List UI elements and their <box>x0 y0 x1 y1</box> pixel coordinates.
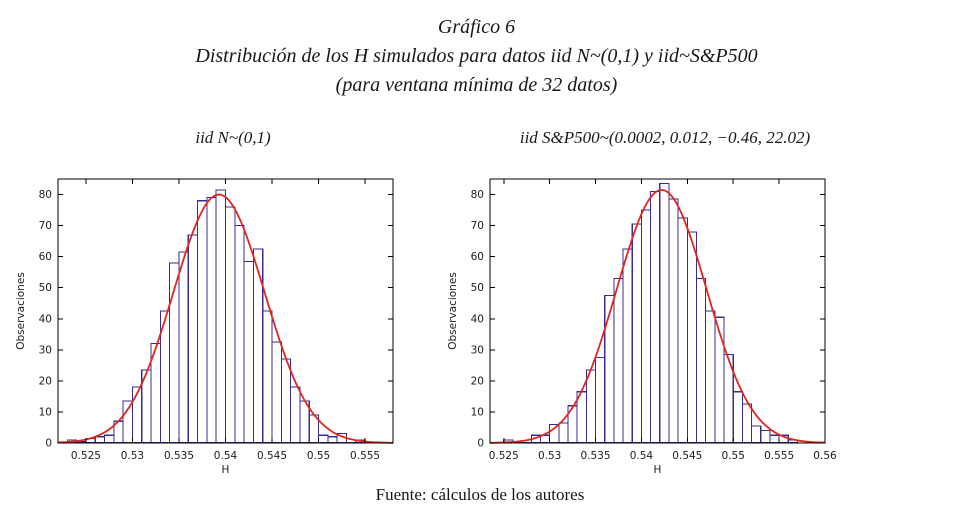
figure-number: Gráfico 6 <box>437 16 516 38</box>
histogram-bar <box>732 391 743 444</box>
x-tick-label: 0.53 <box>121 450 144 462</box>
histogram-plot-right: 0.525 0.53 0.535 0.54 0.545 0.55 0.555 0.56 0 10 2… <box>471 178 837 462</box>
histogram-bar <box>549 423 560 444</box>
x-tick-label: 0.535 <box>581 450 611 462</box>
x-tick-label: 0.525 <box>489 450 519 462</box>
histogram-bar <box>252 248 264 444</box>
y-tick-label: 10 <box>471 406 484 418</box>
histogram-bar <box>224 206 236 444</box>
histogram-bar <box>187 234 199 444</box>
y-axis-label-left: Observaciones <box>15 272 27 350</box>
x-tick-label: 0.555 <box>350 450 380 462</box>
histogram-bar <box>769 434 780 444</box>
figure-title-block: Gráfico 6 Distribución de los H simulado… <box>0 13 953 100</box>
y-tick-label: 0 <box>477 438 484 450</box>
y-tick-label: 10 <box>39 406 52 418</box>
fit-curve <box>57 193 394 444</box>
x-axis-label-left: H <box>221 464 230 476</box>
chart-left-title: iid N~(0,1) <box>195 128 271 147</box>
y-tick-label: 40 <box>39 313 52 325</box>
histogram-bar <box>178 251 189 444</box>
histogram-bar <box>640 209 652 444</box>
histogram-bar <box>262 310 273 444</box>
histogram-bar <box>613 277 624 444</box>
source-note: Fuente: cálculos de los autores <box>375 485 585 504</box>
histogram-bar <box>677 217 688 444</box>
histogram-bar <box>622 248 633 444</box>
histogram-bar <box>122 400 133 444</box>
chart-left-normal: iid N~(0,1) 0.525 0.53 0.535 0.54 0.545 0.55 0… <box>0 126 445 498</box>
histogram-bar <box>290 386 301 444</box>
histogram-bar <box>271 341 282 444</box>
y-tick-label: 20 <box>471 375 484 387</box>
figure-title: Distribución de los H simulados para dat… <box>195 45 758 67</box>
x-tick-label: 0.55 <box>307 450 330 462</box>
histogram-bar <box>206 197 217 444</box>
x-tick-label: 0.54 <box>214 450 238 462</box>
x-axis-label-right: H <box>653 464 662 476</box>
histogram-bar <box>760 430 771 444</box>
y-tick-label: 50 <box>39 282 52 294</box>
x-tick-label: 0.545 <box>672 450 702 462</box>
chart-right-sp500: iid S&P500~(0.0002, 0.012, −0.46, 22.02)… <box>432 126 877 498</box>
x-tick-label: 0.53 <box>538 450 561 462</box>
histogram-bar <box>280 358 292 444</box>
y-tick-label: 0 <box>45 438 52 450</box>
histogram-bar <box>131 386 143 444</box>
figure-subtitle: (para ventana mínima de 32 datos) <box>335 74 618 96</box>
histogram-bar <box>197 200 208 444</box>
y-tick-label: 30 <box>471 344 484 356</box>
y-tick-label: 80 <box>39 189 52 201</box>
histogram-bar <box>576 391 587 444</box>
histogram-bar <box>695 277 707 444</box>
histogram-bar <box>659 183 670 444</box>
histogram-bar <box>318 434 329 444</box>
histogram-bar <box>714 316 725 444</box>
plot-frame <box>489 178 826 444</box>
y-tick-label: 20 <box>39 375 52 387</box>
histogram-bar <box>585 369 597 444</box>
y-axis-label-right: Observaciones <box>447 272 459 350</box>
histogram-bar <box>631 223 642 444</box>
x-tick-label: 0.54 <box>630 450 654 462</box>
x-tick-label: 0.56 <box>813 450 837 462</box>
x-tick-label: 0.525 <box>71 450 101 462</box>
histogram-bar <box>595 357 606 444</box>
y-tick-label: 30 <box>39 344 52 356</box>
histogram-bar <box>705 310 716 444</box>
fit-curve <box>489 189 826 444</box>
histogram-bar <box>103 434 115 444</box>
x-tick-label: 0.55 <box>722 450 745 462</box>
histogram-bar <box>243 260 254 444</box>
y-tick-label: 40 <box>471 313 484 325</box>
histogram-bar <box>741 403 753 444</box>
histogram-bar <box>668 198 679 444</box>
y-tick-label: 70 <box>471 220 484 232</box>
histogram-bar <box>558 422 569 444</box>
histogram-bar <box>751 425 762 444</box>
histogram-plot-left: 0.525 0.53 0.535 0.54 0.545 0.55 0.555 0 10 20 30 4… <box>39 178 394 462</box>
histogram-bar <box>234 225 245 444</box>
y-tick-label: 50 <box>471 282 484 294</box>
x-tick-label: 0.535 <box>164 450 194 462</box>
x-tick-label: 0.545 <box>257 450 287 462</box>
histogram-bar <box>604 294 615 444</box>
histogram-bar <box>215 189 227 444</box>
y-tick-label: 60 <box>471 251 484 263</box>
y-tick-label: 80 <box>471 189 484 201</box>
y-tick-label: 60 <box>39 251 52 263</box>
x-tick-label: 0.555 <box>764 450 794 462</box>
chart-right-title: iid S&P500~(0.0002, 0.012, −0.46, 22.02) <box>519 128 811 147</box>
histogram-bar <box>686 231 698 444</box>
histogram-bar <box>650 190 661 444</box>
y-tick-label: 70 <box>39 220 52 232</box>
